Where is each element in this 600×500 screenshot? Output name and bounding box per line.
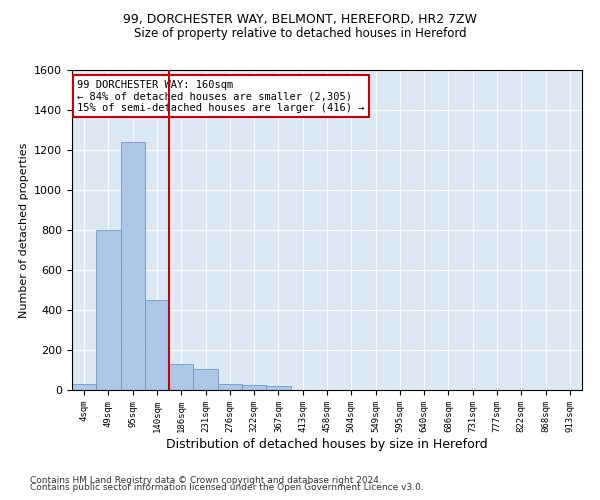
Bar [96,230,121,390]
Bar [169,364,193,390]
Text: 99, DORCHESTER WAY, BELMONT, HEREFORD, HR2 7ZW: 99, DORCHESTER WAY, BELMONT, HEREFORD, H… [123,12,477,26]
X-axis label: Distribution of detached houses by size in Hereford: Distribution of detached houses by size … [166,438,488,450]
Bar [266,386,290,390]
Text: Size of property relative to detached houses in Hereford: Size of property relative to detached ho… [134,28,466,40]
Bar [193,369,218,390]
Text: 99 DORCHESTER WAY: 160sqm
← 84% of detached houses are smaller (2,305)
15% of se: 99 DORCHESTER WAY: 160sqm ← 84% of detac… [77,80,365,113]
Bar [121,142,145,390]
Text: Contains HM Land Registry data © Crown copyright and database right 2024.: Contains HM Land Registry data © Crown c… [30,476,382,485]
Bar [145,300,169,390]
Y-axis label: Number of detached properties: Number of detached properties [19,142,29,318]
Text: Contains public sector information licensed under the Open Government Licence v3: Contains public sector information licen… [30,484,424,492]
Bar [242,385,266,390]
Bar [72,384,96,390]
Bar [218,384,242,390]
